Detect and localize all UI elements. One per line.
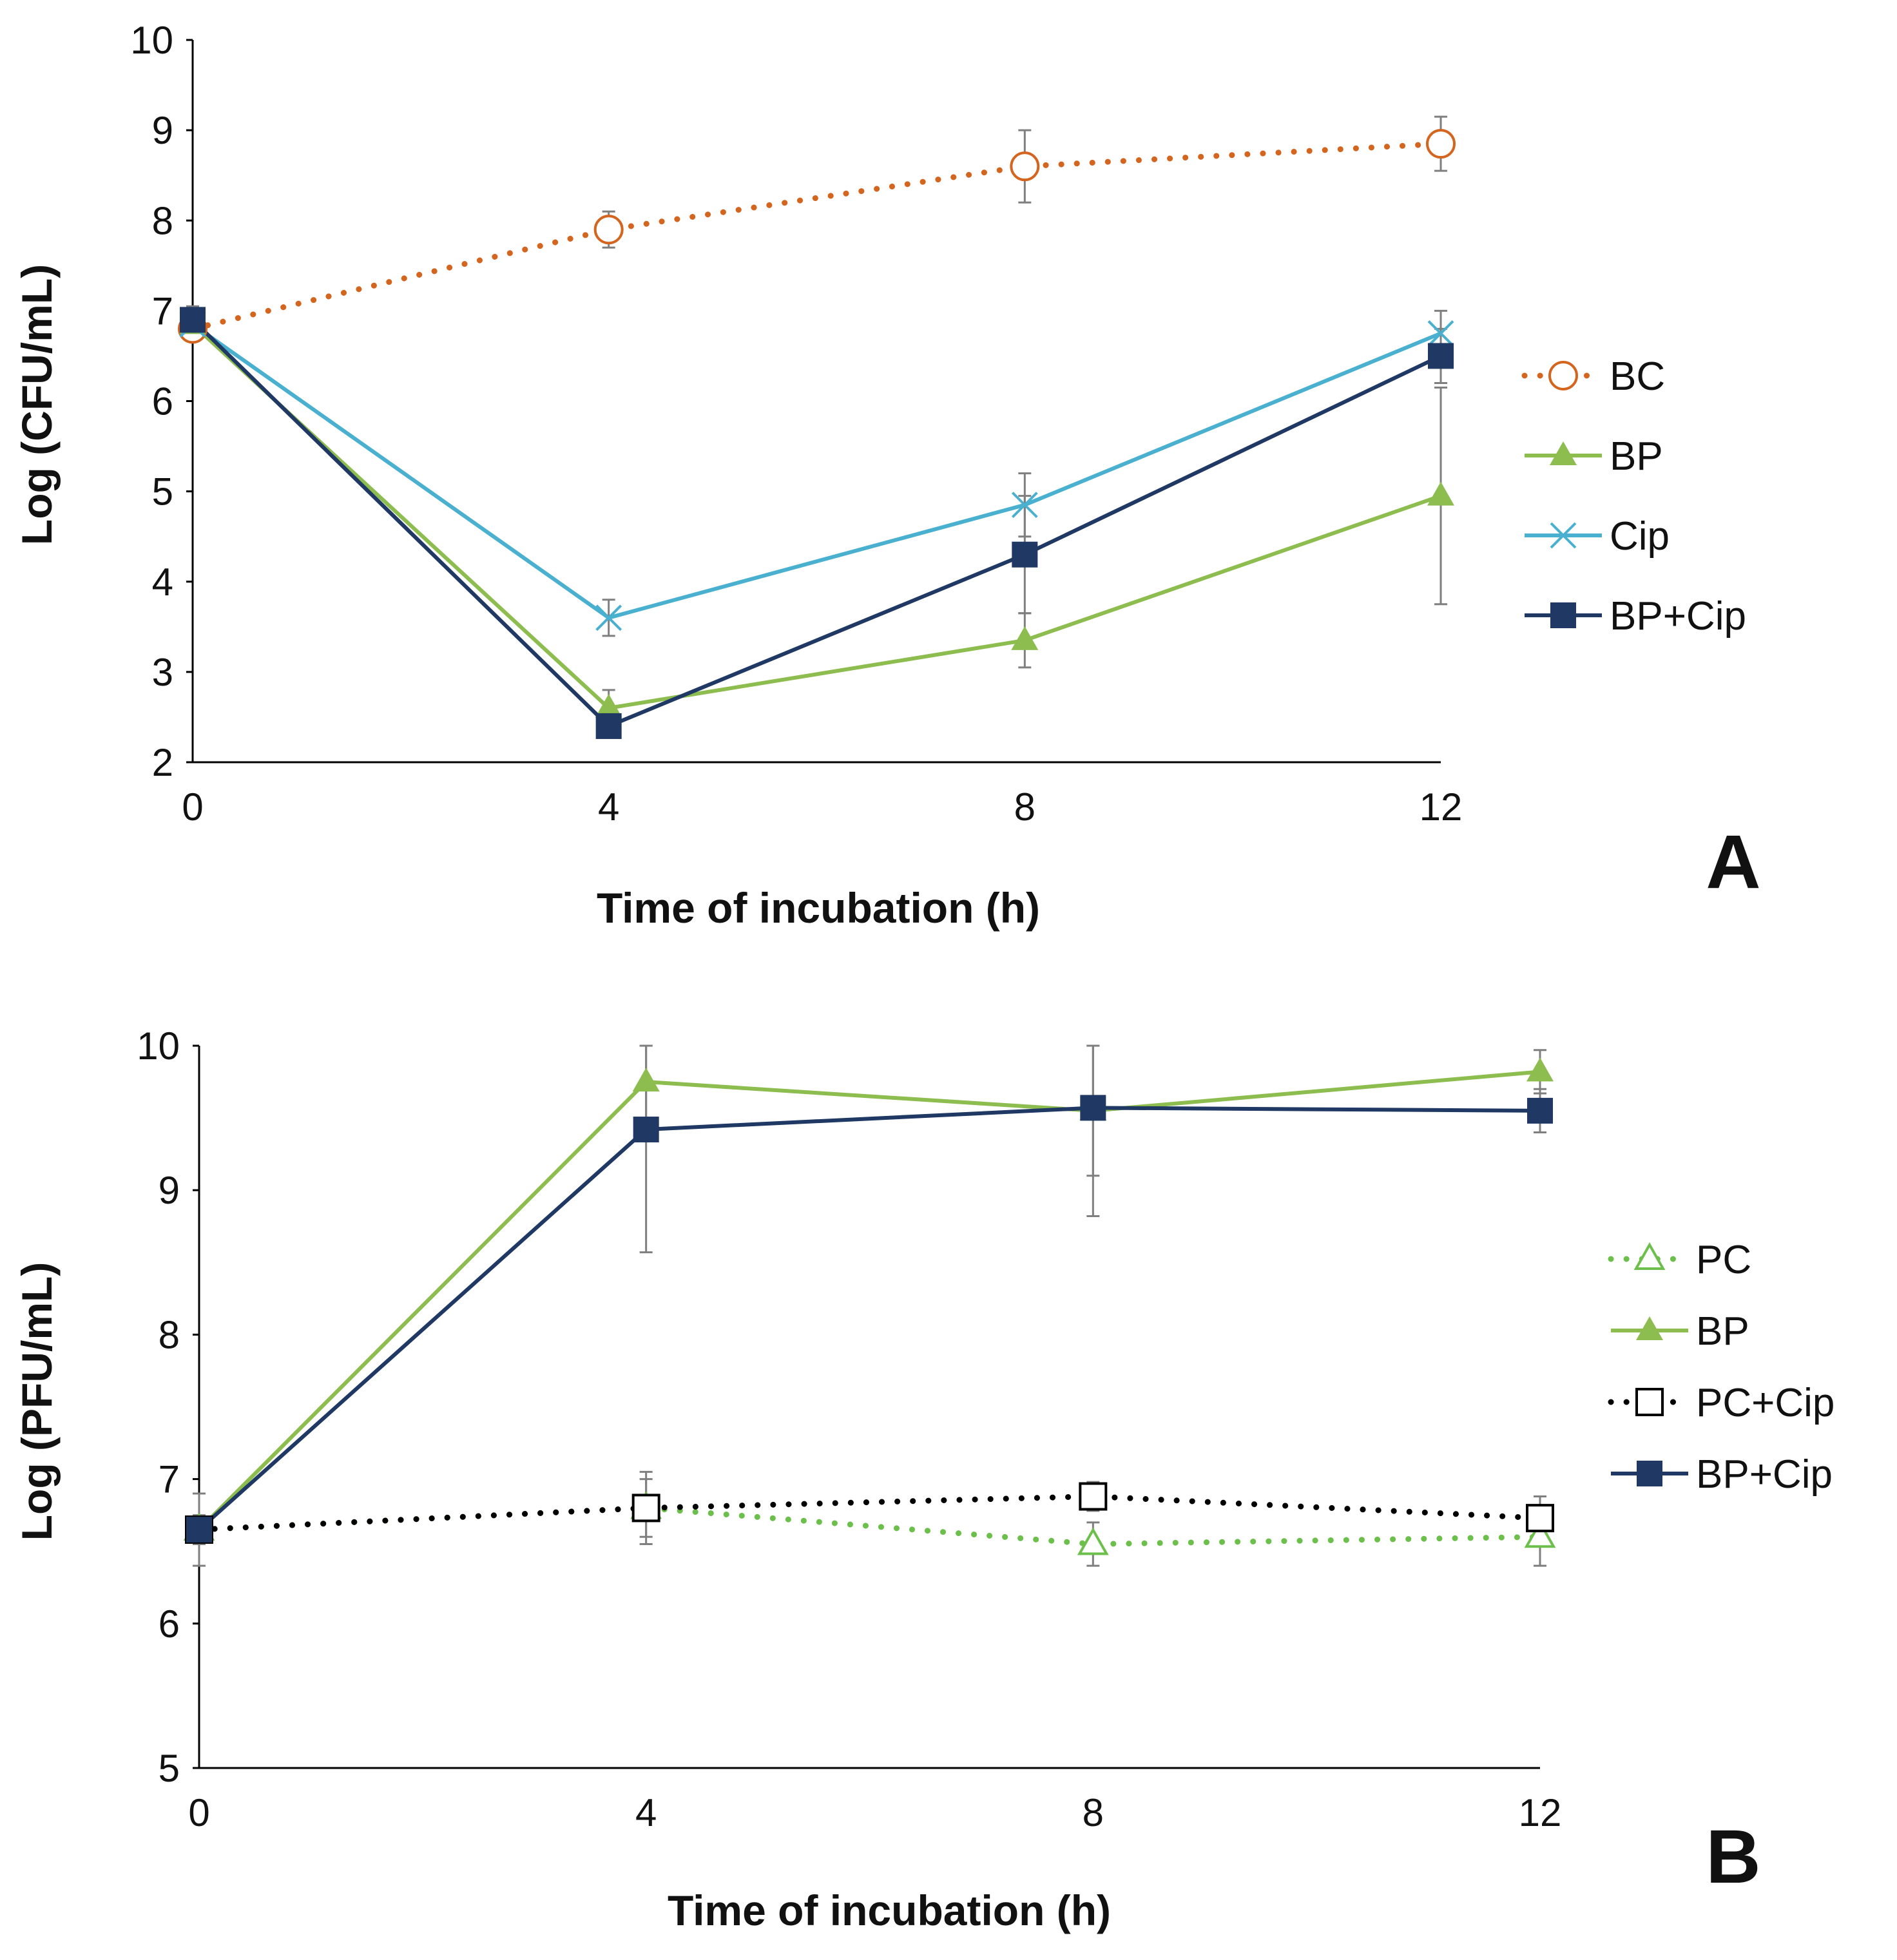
panel-b-xlabel: Time of incubation (h) xyxy=(668,1887,1111,1934)
panel-b-series-1-point xyxy=(1526,1057,1554,1082)
panel-b-series-1-line xyxy=(197,1070,1541,1532)
panel-a-x-tick-label: 0 xyxy=(182,785,203,829)
panel-a-series-1-line xyxy=(191,323,1441,710)
panel-b-series-0-line xyxy=(196,1504,1543,1547)
panel-a-series-2-point xyxy=(1011,492,1038,519)
panel-b-series-3-line xyxy=(197,1106,1541,1532)
chart-panel-b: 5 6 7 8 9 10 0 4 8 12 Log (PFU/mL) Time of incuba… xyxy=(13,1024,1834,1934)
panel-b-x-tick-label: 0 xyxy=(188,1791,209,1834)
panel-b-series-2-line xyxy=(196,1493,1543,1533)
panel-b-x-tick-label: 8 xyxy=(1083,1791,1104,1834)
panel-b-legend-marker xyxy=(1635,1388,1664,1416)
panel-a-y-tick-label: 7 xyxy=(152,289,173,332)
panel-b-x-tick-label: 4 xyxy=(635,1791,657,1834)
panel-b-plot: 5 6 7 8 9 10 0 4 8 12 xyxy=(137,1024,1561,1834)
panel-a-y-tick-label: 2 xyxy=(152,741,173,784)
panel-a-y-tick-label: 8 xyxy=(152,199,173,242)
panel-a-series-3-point xyxy=(1428,343,1454,369)
panel-b-series-3-point xyxy=(186,1517,212,1543)
panel-a-series-1-point xyxy=(595,693,622,718)
panel-a-series-3-point xyxy=(180,307,206,333)
panel-a-y-tick-label: 5 xyxy=(152,470,173,514)
panel-a-series-2-line xyxy=(191,322,1442,620)
panel-b-legend-marker xyxy=(1636,1316,1663,1340)
panel-a-series-0-point xyxy=(1426,129,1456,159)
panel-b-legend-label: PC xyxy=(1696,1238,1751,1282)
panel-a-series-1-point xyxy=(1427,481,1454,506)
panel-b-series-1-point xyxy=(632,1068,660,1092)
panel-b-series-0-point xyxy=(1077,1527,1109,1555)
panel-b-legend-marker xyxy=(1633,1242,1666,1270)
panel-a-y-tick-label: 10 xyxy=(130,19,173,62)
panel-a-series-2-point xyxy=(595,604,622,631)
panel-b-legend-label: PC+Cip xyxy=(1696,1381,1834,1425)
panel-a-legend-item: BP+Cip xyxy=(1525,594,1746,639)
panel-b-legend-label: BP+Cip xyxy=(1696,1452,1833,1497)
panel-a-x-tick-label: 12 xyxy=(1420,785,1463,829)
panel-a-series-0-point xyxy=(593,215,624,245)
panel-a-plot: 2 3 4 5 6 7 8 9 10 0 4 8 12 xyxy=(130,19,1462,829)
panel-b-y-tick-label: 6 xyxy=(159,1602,180,1646)
panel-b-series-3-error-bar xyxy=(1086,1044,1100,1218)
panel-b-series-2-point xyxy=(631,1494,660,1523)
panel-a-legend: BC BP Cip BP+Cip xyxy=(1521,354,1746,639)
panel-a-y-tick-label: 4 xyxy=(152,561,173,604)
panel-a-legend-item: BC xyxy=(1521,354,1665,399)
panel-a-series-0-line xyxy=(189,140,1444,332)
panel-b-series-3-point xyxy=(1527,1097,1553,1124)
panel-a-legend-label: BP xyxy=(1610,434,1663,479)
panel-a-y-tick-label: 6 xyxy=(152,380,173,423)
panel-a-legend-label: BP+Cip xyxy=(1610,594,1746,639)
panel-a-ylabel: Log (CFU/mL) xyxy=(13,264,61,545)
panel-a-x-tick-label: 4 xyxy=(598,785,619,829)
panel-b-ylabel: Log (PFU/mL) xyxy=(13,1262,61,1541)
panel-b-y-tick-label: 10 xyxy=(137,1024,180,1068)
panel-b-legend-item: BP+Cip xyxy=(1611,1452,1833,1497)
panel-b-series-3-point xyxy=(633,1117,659,1143)
panel-a-series-3-point xyxy=(1012,541,1038,568)
panel-b-legend-item: BP xyxy=(1611,1309,1749,1354)
panel-a-letter: A xyxy=(1706,820,1760,905)
panel-a-series-2-point xyxy=(1427,320,1454,347)
panel-a-y-tick-label: 3 xyxy=(152,651,173,694)
panel-b-legend: PC BP PC+Cip BP+Cip xyxy=(1608,1238,1834,1497)
panel-b-series-2-point xyxy=(1079,1482,1108,1511)
panel-a-legend-marker xyxy=(1550,522,1577,549)
panel-b-legend-item: PC+Cip xyxy=(1608,1381,1834,1425)
panel-b-y-tick-label: 5 xyxy=(159,1747,180,1790)
panel-b-x-tick-label: 12 xyxy=(1519,1791,1562,1834)
panel-b-series-2-point xyxy=(1526,1504,1554,1533)
panel-a-legend-label: BC xyxy=(1610,354,1665,399)
panel-a-legend-label: Cip xyxy=(1610,514,1670,559)
panel-b-y-tick-label: 9 xyxy=(159,1169,180,1212)
panel-a-series-3-point xyxy=(595,713,622,739)
panel-a-series-3-line xyxy=(191,318,1442,728)
panel-b-y-tick-label: 8 xyxy=(159,1313,180,1356)
panel-a-series-1-point xyxy=(1011,626,1039,650)
panel-b-letter: B xyxy=(1706,1814,1760,1899)
panel-a-legend-item: BP xyxy=(1525,434,1663,479)
panel-b-y-tick-label: 7 xyxy=(159,1458,180,1501)
panel-b-series-0-point xyxy=(1524,1520,1556,1548)
panel-a-legend-marker xyxy=(1548,361,1578,390)
panel-a-x-tick-label: 8 xyxy=(1014,785,1035,829)
chart-panel-a: 2 3 4 5 6 7 8 9 10 0 4 8 12 Log (CFU/mL) Time of inc… xyxy=(13,19,1761,932)
panel-a-legend-item: Cip xyxy=(1525,514,1670,559)
panel-a-legend-marker xyxy=(1550,602,1576,628)
panel-a-xlabel: Time of incubation (h) xyxy=(597,884,1040,932)
panel-a-series-0-point xyxy=(1010,151,1040,182)
panel-a-y-tick-label: 9 xyxy=(152,109,173,152)
panel-b-series-3-point xyxy=(1080,1095,1106,1121)
panel-b-legend-item: PC xyxy=(1608,1238,1751,1282)
panel-b-legend-label: BP xyxy=(1696,1309,1749,1354)
panel-b-legend-marker xyxy=(1637,1461,1662,1486)
panel-a-legend-marker xyxy=(1550,441,1577,465)
